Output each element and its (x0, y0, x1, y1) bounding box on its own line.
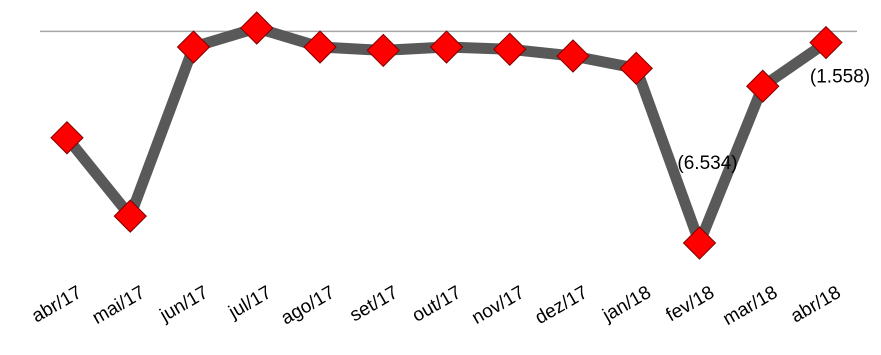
x-tick-label: abr/17 (28, 282, 85, 327)
marker-out-17 (429, 30, 464, 64)
x-tick-label: nov/17 (468, 282, 528, 329)
x-tick-label: fev/18 (663, 282, 718, 326)
x-axis-tick-labels: abr/17 mai/17 jun/17 jul/17 ago/17 set/17 out/… (28, 282, 844, 330)
x-tick-label: jan/18 (599, 282, 655, 327)
marker-jul-17 (240, 11, 274, 45)
data-label: (1.558) (810, 67, 870, 88)
marker-dez-17 (556, 39, 590, 73)
data-labels: (6.534) (1.558) (677, 67, 870, 174)
marker-nov-17 (493, 32, 527, 66)
x-tick-label: abr/18 (787, 282, 844, 327)
series-markers (50, 11, 843, 260)
marker-abr-17 (50, 121, 84, 155)
x-tick-label: jul/17 (225, 282, 276, 323)
marker-mar-18 (746, 69, 780, 103)
x-tick-label: jun/17 (156, 282, 212, 327)
data-label: (6.534) (677, 153, 737, 174)
marker-fev-18 (682, 226, 717, 260)
x-tick-label: mar/18 (720, 282, 782, 330)
x-tick-label: out/17 (409, 282, 465, 327)
x-tick-label: set/17 (346, 282, 401, 326)
x-tick-label: ago/17 (278, 282, 339, 329)
marker-ago-17 (303, 30, 337, 64)
marker-jun-17 (176, 30, 211, 64)
marker-mai-17 (113, 199, 147, 233)
marker-set-17 (366, 33, 400, 68)
marker-abr-18 (809, 25, 843, 60)
marker-jan-18 (619, 51, 653, 86)
x-tick-label: dez/17 (532, 282, 592, 329)
x-tick-label: mai/17 (89, 282, 149, 329)
